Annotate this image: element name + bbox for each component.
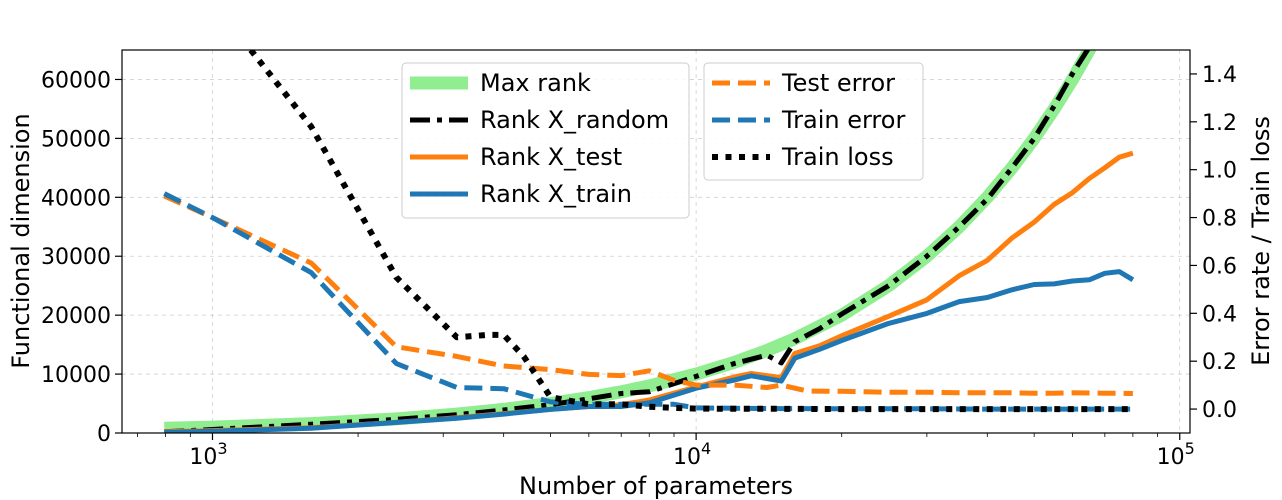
y-right-tick-label: 1.2 [1202,111,1237,136]
y-left-tick-label: 50000 [41,127,111,152]
y-left-tick-label: 40000 [41,186,111,211]
y-right-tick-label: 0.4 [1202,302,1237,327]
series-line-train-loss [248,50,1133,413]
y-axis-right-label: Error rate / Train loss [1247,116,1275,366]
legend-label-train-loss: Train loss [781,143,894,171]
series-line-train-error [163,191,1133,412]
y-left-tick-label: 20000 [41,304,111,329]
y-right-tick-label: 0.8 [1202,207,1237,232]
plot-frame [121,49,1191,434]
y-left-tick-label: 10000 [41,363,111,388]
y-right-tick-label: 0.6 [1202,254,1237,279]
legend-label-rank-x-random: Rank X_random [480,106,669,134]
legend-label-test-error: Test error [781,69,895,97]
grid [122,50,1190,434]
legend-label-train-error: Train error [781,106,905,134]
legend-1: Max rank Rank X_random Rank X_test Rank X_t… [401,62,690,219]
series-line-rank-x-train [164,269,1135,433]
legend-label-rank-x-test: Rank X_test [480,143,622,171]
y-axis-left-label: Functional dimension [7,113,35,368]
x-axis-label: Number of parameters [519,472,793,500]
x-tick-label: 103 [189,439,227,470]
x-tick-label: 105 [1157,439,1195,470]
legend-frame [703,62,924,181]
y-right-tick-label: 0.0 [1202,398,1237,423]
ticks: 103 104 105 0 10000 20000 30000 40000 50000 60000… [41,63,1237,470]
x-tick-label: 104 [673,439,711,470]
legend-label-rank-x-train: Rank X_train [480,180,632,208]
legend-label-max-rank: Max rank [480,69,591,97]
y-right-tick-label: 0.2 [1202,350,1237,375]
y-right-tick-label: 1.4 [1202,63,1237,88]
legends: Max rank Rank X_random Rank X_test Rank X_t… [401,62,924,219]
series-lines [163,50,1135,433]
y-left-tick-label: 0 [97,422,111,447]
series-line-test-error [163,193,1133,396]
series-line-rank-x-random [164,50,1091,433]
y-right-tick-label: 1.0 [1202,159,1237,184]
legend-2: Test error Train error Train loss [703,62,924,181]
y-left-tick-label: 30000 [41,245,111,270]
legend-frame [401,62,690,219]
y-left-tick-label: 60000 [41,68,111,93]
